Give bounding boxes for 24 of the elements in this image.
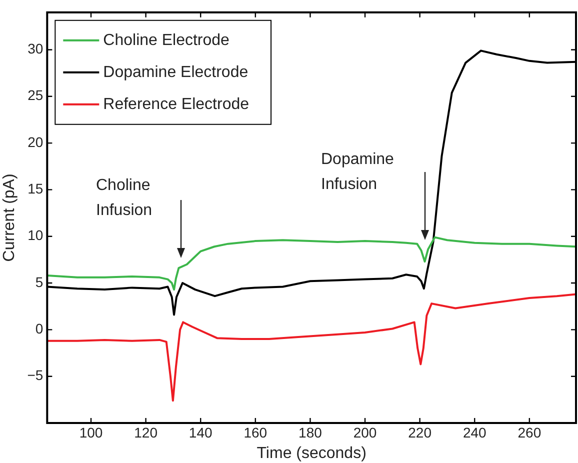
annotation: Dopamine Infusion [321,151,394,193]
legend-label: Choline Electrode [103,32,230,49]
legend-label: Dopamine Electrode [103,64,248,81]
y-tick-label: 25 [28,87,44,104]
x-tick-label: 260 [518,424,542,440]
x-tick-label: 120 [134,424,158,440]
y-tick-label: 15 [28,180,44,197]
y-axis-title: Current (pA) [1,174,18,262]
y-tick-label: 20 [28,134,44,150]
x-tick-label: 100 [79,424,103,440]
x-tick-label: 240 [462,424,487,440]
y-tick-label: 10 [28,227,44,244]
x-axis-title: Time (seconds) [256,444,366,462]
x-tick-label: 180 [298,424,322,440]
x-tick-label: 160 [244,424,268,440]
y-tick-label: 0 [35,320,44,337]
annotation: Choline Infusion [96,177,152,219]
legend-label: Reference Electrode [103,96,250,113]
x-tick-label: 200 [353,424,377,440]
x-tick-label: 140 [188,424,212,440]
x-tick-label: 220 [408,424,432,440]
y-tick-label: 5 [35,274,44,290]
y-tick-label: 30 [28,40,44,57]
y-tick-label: −5 [27,367,44,384]
